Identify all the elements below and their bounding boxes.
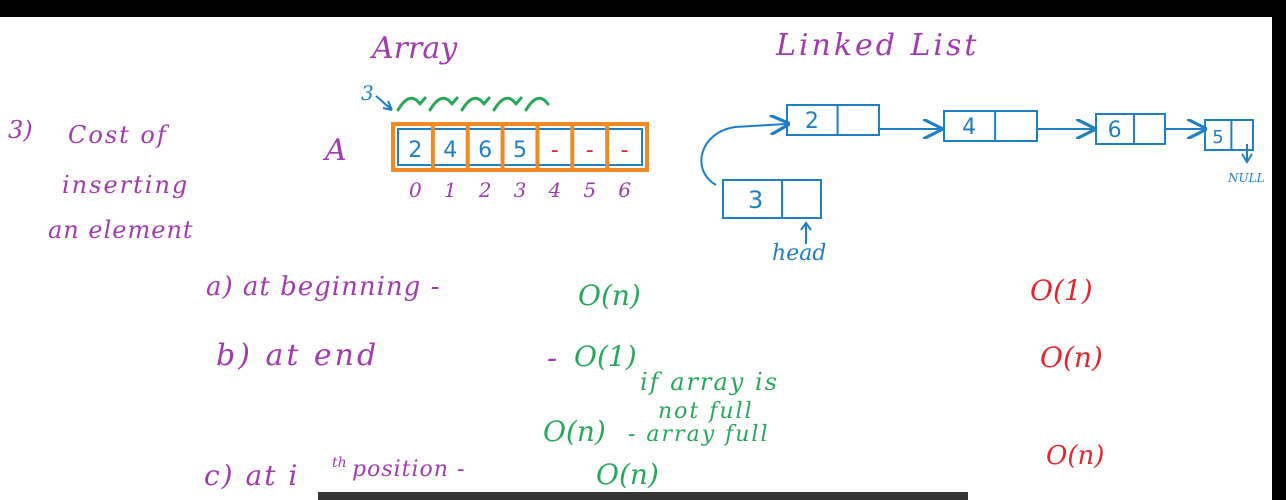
list-node: 2 [786, 104, 880, 136]
list-node-value: 5 [1212, 127, 1223, 148]
null-label: NULL [1227, 171, 1265, 185]
case-a-list: O(1) [1030, 274, 1093, 307]
array-index: 3 [514, 178, 527, 202]
array-title: Array [369, 31, 458, 66]
case-b-array: O(1) [574, 340, 637, 373]
list-node-value: 6 [1108, 118, 1122, 143]
case-c-list: O(n) [1046, 441, 1104, 471]
case-b-note-1: if array is [640, 368, 779, 396]
right-black-bar [1272, 0, 1286, 500]
list-node: 6 [1095, 113, 1166, 145]
case-b-dash: - [547, 341, 557, 376]
linked-list-title: Linked List [775, 28, 979, 63]
array-index: 4 [547, 178, 561, 202]
case-b-note-2: not full [658, 399, 754, 424]
case-c-label-2: position - [352, 457, 465, 482]
case-b-label: b) at end [216, 338, 379, 373]
list-node-value: 4 [962, 115, 976, 140]
heading-number: 3) [8, 116, 33, 144]
array-cell: 2 [408, 138, 422, 163]
list-node: 5 [1204, 119, 1254, 151]
array-cell: 4 [443, 138, 457, 163]
shift-arrows-icon [396, 96, 550, 112]
array-cell: 5 [513, 138, 527, 163]
case-b-array-full: O(n) [543, 415, 606, 448]
array-cell: - [551, 138, 559, 163]
list-node: 4 [943, 110, 1038, 142]
array-index: 2 [478, 178, 492, 202]
top-black-bar [0, 0, 1286, 17]
new-node: 3 [722, 179, 822, 219]
new-node-value: 3 [748, 186, 763, 214]
heading-line-1: Cost of [68, 121, 170, 149]
case-c-array: O(n) [596, 458, 659, 491]
case-b-list: O(n) [1040, 341, 1103, 374]
array-cell: - [586, 138, 594, 163]
heading-line-2: inserting [62, 171, 189, 199]
array-index: 6 [618, 178, 631, 202]
head-arrow [800, 221, 812, 244]
array-index: 0 [409, 178, 422, 202]
array-name: A [322, 133, 347, 168]
case-a-label: a) at beginning - [206, 272, 440, 302]
array-cell: - [621, 138, 629, 163]
case-c-sup: th [332, 455, 347, 471]
new-node-arrow [700, 124, 786, 186]
heading-line-3: an element [48, 216, 194, 244]
null-arrow [1241, 144, 1253, 164]
case-b-full-note: - array full [628, 422, 770, 447]
head-label: head [772, 241, 826, 266]
caption-overlay [318, 492, 968, 500]
array-cell: 6 [478, 138, 492, 163]
array-index: 1 [444, 178, 457, 202]
list-node-value: 2 [805, 109, 819, 134]
array-index: 5 [583, 178, 596, 202]
shift-count: 3 [361, 81, 374, 105]
case-c-label: c) at i [204, 459, 299, 492]
linked-list: 2 4 6 5 [786, 104, 1254, 151]
insert-arrow-icon [375, 95, 393, 111]
case-a-array: O(n) [578, 279, 641, 312]
